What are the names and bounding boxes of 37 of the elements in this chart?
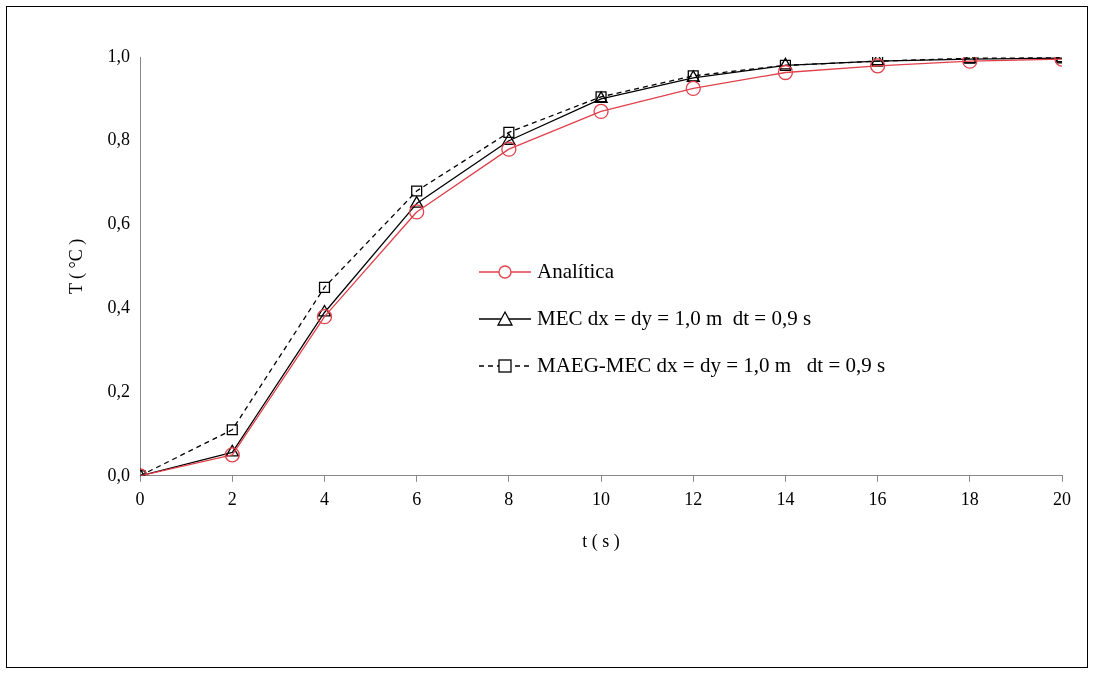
legend-label: MAEG-MEC dx = dy = 1,0 m dt = 0,9 s (537, 353, 886, 378)
x-tick-label: 18 (960, 489, 979, 510)
x-tick-label: 10 (592, 489, 611, 510)
x-tick-label: 6 (412, 489, 422, 510)
x-tick-label: 0 (135, 489, 145, 510)
x-tick-label: 14 (776, 489, 795, 510)
x-axis-title: t ( s ) (582, 530, 620, 552)
y-tick-label: 0,6 (107, 213, 131, 234)
y-tick-label: 0,4 (107, 297, 131, 318)
y-tick-label: 0,8 (107, 129, 131, 150)
point (777, 64, 794, 81)
point (409, 195, 424, 208)
legend-label: Analítica (537, 259, 614, 284)
legend-label: MEC dx = dy = 1,0 m dt = 0,9 s (537, 306, 812, 331)
point (869, 58, 886, 74)
y-tick-label: 1,0 (107, 45, 131, 66)
point (318, 281, 331, 293)
point (409, 204, 425, 220)
x-tick-label: 20 (1053, 489, 1071, 510)
x-tick-label: 4 (319, 489, 329, 510)
x-tick-label: 16 (868, 489, 887, 510)
y-tick-label: 0,2 (107, 380, 131, 401)
point (317, 304, 332, 317)
point (962, 57, 978, 69)
point (593, 103, 609, 120)
point (501, 141, 517, 157)
point (685, 80, 701, 97)
y-tick-label: 0,0 (107, 464, 131, 485)
x-tick-label: 2 (227, 489, 237, 510)
point (316, 309, 333, 325)
x-tick-label: 8 (504, 489, 514, 510)
x-tick-label: 12 (684, 489, 703, 510)
point (502, 133, 516, 145)
point (225, 444, 239, 457)
point (411, 185, 423, 197)
y-axis-title: T ( °C ) (65, 238, 87, 295)
point (503, 126, 515, 138)
